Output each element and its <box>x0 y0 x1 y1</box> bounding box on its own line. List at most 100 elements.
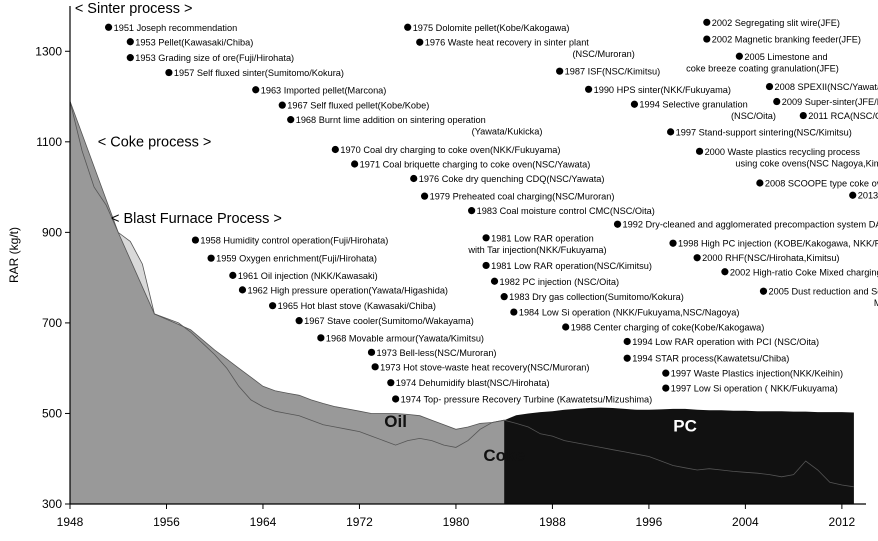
annotation-27: 2013 (NSSMC/Nagoya) <box>849 191 878 201</box>
annotation-text: 1997 Waste Plastics injection(NKK/Keihin… <box>671 369 843 379</box>
annotation-bullet <box>331 145 339 154</box>
annotation-bullet <box>278 101 286 109</box>
annotation-bullet <box>490 277 499 285</box>
annotation-48: 1997 Low Si operation ( NKK/Fukuyama) <box>662 384 838 394</box>
annotation-bullet <box>765 82 774 91</box>
annotation-bullet <box>662 369 670 377</box>
annotation-41: 1982 PC injection (NSC/Oita) <box>490 277 620 287</box>
annotation-text: 1967 Self fluxed pellet(Kobe/Kobe) <box>287 101 429 111</box>
annotation-3: 1957 Self fluxed sinter(Sumitomo/Kokura) <box>165 68 344 78</box>
x-tick-label-2004: 2004 <box>732 515 759 529</box>
annotation-bullet <box>371 363 379 371</box>
annotation-bullet <box>556 67 564 75</box>
annotation-1: 1953 Pellet(Kawasaki/Chiba) <box>126 37 253 47</box>
series-label-oil: Oil <box>384 412 407 431</box>
annotation-text: 1953 Grading size of ore(Fuji/Hirohata) <box>135 53 294 63</box>
annotation-0: 1951 Joseph recommendation <box>104 23 237 33</box>
annotation-28: 1958 Humidity control operation(Fuji/Hir… <box>191 236 388 246</box>
annotation-21: 1976 Coke dry quenching CDQ(NSC/Yawata) <box>410 174 604 184</box>
annotation-bullet <box>667 128 675 136</box>
annotation-31: 1962 High pressure operation(Yawata/Higa… <box>238 285 448 295</box>
annotation-bullet <box>693 254 701 262</box>
annotation-bullet <box>287 116 295 124</box>
annotation-35: 1973 Bell-less(NSC/Muroran) <box>367 348 497 358</box>
annotation-33: 1967 Stave cooler(Sumitomo/Wakayama) <box>295 316 474 326</box>
annotation-bullet <box>623 337 631 346</box>
section-header-blast-furnace-process: < Blast Furnace Process > <box>111 211 282 227</box>
annotation-text: 1994 STAR process(Kawatetsu/Chiba) <box>632 354 789 364</box>
y-tick-label-900: 900 <box>42 225 62 239</box>
annotation-text: 2000 RHF(NSC/Hirohata,Kimitsu) <box>702 253 839 263</box>
annotation-bullet <box>773 97 781 106</box>
annotation-text: 1953 Pellet(Kawasaki/Chiba) <box>135 37 253 47</box>
annotation-bullet <box>482 234 490 242</box>
annotation-text: 1990 HPS sinter(NKK/Fukuyama) <box>594 85 731 95</box>
annotation-text: 1957 Self fluxed sinter(Sumitomo/Kokura) <box>174 68 344 78</box>
annotation-text: 2005 Limestone and <box>744 52 827 62</box>
x-tick-label-1996: 1996 <box>636 515 663 529</box>
annotation-11: 1994 Selective granulation(NSC/Oita) <box>630 100 776 121</box>
annotation-text-cont: (NSC/Muroran) <box>572 49 634 59</box>
annotation-text: 1982 PC injection (NSC/Oita) <box>500 277 620 287</box>
annotation-49: 1998 High PC injection (KOBE/Kakogawa, N… <box>669 239 878 249</box>
annotation-bullet <box>669 239 677 247</box>
annotation-bullet <box>416 38 424 46</box>
annotation-text: 1962 High pressure operation(Yawata/Higa… <box>247 285 448 295</box>
x-tick-label-2012: 2012 <box>829 515 856 529</box>
y-tick-label-500: 500 <box>42 406 62 420</box>
annotation-32: 1965 Hot blast stove (Kawasaki/Chiba) <box>269 301 436 311</box>
annotation-text: 1963 Imported pellet(Marcona) <box>261 85 387 95</box>
series-label-coke: Coke <box>483 446 525 465</box>
annotation-46: 1994 STAR process(Kawatetsu/Chiba) <box>623 354 789 364</box>
annotation-bullet <box>295 317 303 325</box>
x-tick-label-1980: 1980 <box>443 515 470 529</box>
annotation-40: 1981 Low RAR operation(NSC/Kimitsu) <box>482 261 652 271</box>
annotation-text: 1976 Coke dry quenching CDQ(NSC/Yawata) <box>419 174 605 184</box>
annotation-text: 1959 Oxygen enrichment(Fuji/Hirohata) <box>216 254 377 264</box>
annotation-45: 1994 Low RAR operation with PCI (NSC/Oit… <box>623 337 819 347</box>
annotation-bullet <box>317 334 325 342</box>
annotation-text: 1968 Burnt lime addition on sintering op… <box>296 115 486 125</box>
annotation-38: 1974 Top- pressure Recovery Turbine (Kaw… <box>392 394 652 404</box>
annotation-bullet <box>351 160 359 168</box>
annotation-bullet <box>703 35 711 43</box>
annotation-text: 1981 Low RAR operation <box>491 233 594 243</box>
annotation-text: 1992 Dry-cleaned and agglomerated precom… <box>623 220 878 230</box>
annotation-text: 1976 Waste heat recovery in sinter plant <box>425 38 590 48</box>
annotation-bullet <box>585 85 593 93</box>
annotation-text: 2011 RCA(NSC/Oita) <box>808 111 878 121</box>
annotation-30: 1961 Oil injection (NKK/Kawasaki) <box>229 271 378 281</box>
annotation-47: 1997 Waste Plastics injection(NKK/Keihin… <box>662 369 843 379</box>
annotation-7: 1975 Dolomite pellet(Kobe/Kakogawa) <box>404 23 569 33</box>
annotation-text: 1997 Stand-support sintering(NSC/Kimitsu… <box>676 127 852 137</box>
annotation-9: 1987 ISF(NSC/Kimitsu) <box>556 67 660 77</box>
annotation-text-cont: (Yawata/Kukicka) <box>472 127 543 137</box>
annotation-text: 2008 SCOOPE type coke oven(NSC/Oita) <box>765 179 878 189</box>
annotation-5: 1967 Self fluxed pellet(Kobe/Kobe) <box>278 101 429 111</box>
annotation-22: 1979 Preheated coal charging(NSC/Muroran… <box>420 192 614 202</box>
annotation-text-cont: using coke ovens(NSC Nagoya,Kimitsu) <box>735 158 878 168</box>
annotation-bullet <box>104 23 113 31</box>
annotation-text: 2000 Waste plastics recycling process <box>705 147 861 157</box>
annotation-text: 1998 High PC injection (KOBE/Kakogawa, N… <box>678 239 878 249</box>
annotation-13: 2002 Segregating slit wire(JFE) <box>703 18 840 28</box>
annotation-bullet <box>756 179 764 187</box>
annotation-bullet <box>404 23 412 31</box>
section-headers: < Sinter process > < Coke process > < Blas… <box>75 1 282 227</box>
annotation-42: 1983 Dry gas collection(Sumitomo/Kokura) <box>500 292 684 302</box>
annotation-52: 2005 Dust reduction and Scrap meltingMFM… <box>759 287 878 308</box>
y-tick-label-300: 300 <box>42 497 62 511</box>
annotation-43: 1984 Low Si operation (NKK/Fukuyama,NSC/… <box>510 308 739 318</box>
annotation-bullet <box>799 111 807 120</box>
annotation-bullet <box>387 379 395 387</box>
annotation-34: 1968 Movable armour(Yawata/Kimitsu) <box>317 333 484 343</box>
annotation-bullet <box>562 323 570 331</box>
annotation-text: 2002 Magnetic branking feeder(JFE) <box>712 35 861 45</box>
annotation-bullet <box>229 271 237 279</box>
annotation-text: 1997 Low Si operation ( NKK/Fukuyama) <box>671 384 838 394</box>
annotation-text: 1967 Stave cooler(Sumitomo/Wakayama) <box>304 316 474 326</box>
annotation-text: 1975 Dolomite pellet(Kobe/Kakogawa) <box>413 23 570 33</box>
annotation-text: 1970 Coal dry charging to coke oven(NKK/… <box>340 145 560 155</box>
annotation-text: 1971 Coal briquette charging to coke ove… <box>360 160 591 170</box>
